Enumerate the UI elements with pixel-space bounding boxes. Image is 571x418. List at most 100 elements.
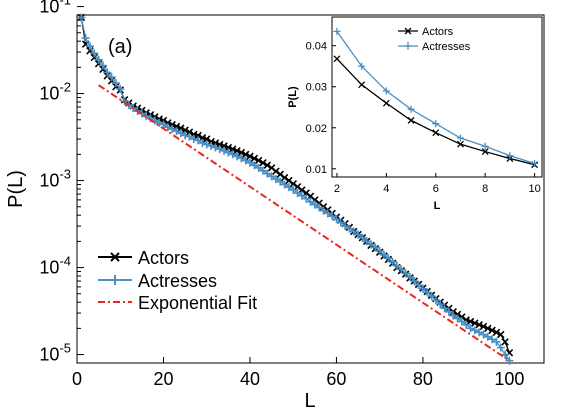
inset-series (333, 27, 539, 169)
series-actors-point (246, 152, 254, 161)
inset-series-actresses-point (358, 62, 366, 70)
series-actresses-point (483, 332, 492, 341)
inset-legend-actors-label: Actors (422, 26, 454, 38)
series-actresses-point (211, 143, 220, 152)
series-actresses-point (198, 139, 207, 148)
series-actresses-point (228, 150, 237, 159)
series-actresses-point (345, 224, 354, 233)
series-actresses-point (176, 129, 185, 138)
series-actresses-point (362, 237, 371, 246)
series-actresses-point (224, 148, 233, 157)
inset-x-tick-label: 4 (383, 183, 389, 195)
series-actresses-point (367, 240, 376, 249)
main-x-tick-label: 0 (72, 369, 82, 389)
legend-actors-label: Actors (138, 248, 189, 268)
series-actors-point (194, 131, 202, 140)
series-actresses-point (280, 180, 289, 189)
series-actresses-point (405, 272, 414, 281)
legend-actors-marker (110, 252, 120, 262)
series-actresses-point (341, 222, 350, 231)
inset-background (331, 17, 542, 178)
main-y-axis-title: P(L) (5, 170, 27, 208)
series-actresses-point (462, 320, 471, 329)
series-actresses-point (436, 300, 445, 309)
inset-series-actors-point (382, 99, 390, 107)
series-actresses-point (241, 156, 250, 165)
series-actresses-point (98, 61, 107, 70)
series-actors-point (228, 145, 237, 153)
series-actresses-point (444, 307, 453, 316)
series-actors-point (263, 161, 272, 170)
series-actors-point (233, 147, 241, 155)
series-actresses-point (293, 188, 302, 197)
series-actresses-point (319, 206, 328, 215)
inset-y-tick-label: 0.01 (306, 164, 327, 176)
series-actors-point (272, 167, 280, 176)
series-actresses-point (306, 197, 315, 206)
series-actresses-point (431, 296, 440, 305)
inset-series-actresses-point (407, 105, 415, 113)
series-actresses-point (172, 127, 181, 136)
main-x-axis-title: L (304, 390, 315, 412)
inset-series-actors-point (358, 81, 366, 89)
inset-series-actresses-point (333, 27, 341, 35)
series-actresses-point (215, 145, 224, 154)
series-actresses-point (237, 154, 246, 163)
series-actresses-point (479, 330, 488, 339)
series-actresses-point (250, 161, 259, 170)
inset-series-actresses-point (382, 87, 390, 95)
inset-x-tick-label: 6 (433, 183, 439, 195)
series-actors-point (496, 330, 505, 339)
series-actors-point (215, 140, 224, 149)
series-actresses-point (449, 311, 458, 320)
legend-actresses-label: Actresses (138, 271, 217, 291)
series-actors-point (475, 321, 483, 329)
main-y-tick-label: 10-4 (39, 254, 71, 278)
legend-actresses-marker (110, 275, 120, 285)
series-actors-point (181, 126, 189, 134)
series-actresses-point (492, 337, 501, 346)
main-legend: Actors Actresses Exponential Fit (98, 248, 257, 313)
series-actresses-point (258, 166, 267, 175)
inset-series-actors-point (432, 129, 440, 137)
series-actresses-point (263, 169, 272, 178)
inset-y-tick-label: 0.04 (306, 41, 327, 53)
inset-legend-actresses-marker (404, 42, 412, 50)
series-actresses-point (392, 261, 401, 270)
inset-chart: 2 4 6 8 10 0.01 0.02 0.03 0.04 L P(L) Actors Ac… (287, 16, 543, 212)
series-actresses-point (414, 281, 423, 290)
series-actors-point (241, 150, 250, 159)
series-actresses-point (85, 42, 94, 51)
series-actors-point (479, 322, 488, 331)
main-y-tick-label: 10-5 (39, 341, 71, 365)
series-actresses-point (453, 314, 462, 323)
series-actresses-point (418, 284, 427, 293)
series-actresses-point (384, 254, 393, 263)
main-x-tick-label: 20 (153, 369, 173, 389)
series-actresses-point (375, 247, 384, 256)
series-actresses-point (297, 191, 306, 200)
main-x-ticks: 0 20 40 60 80 100 (72, 357, 524, 389)
series-actresses-point (336, 218, 345, 227)
series-actors-point (488, 326, 496, 335)
series-actors-point (492, 328, 501, 337)
series-actresses-point (276, 177, 285, 186)
series-actors-point (202, 135, 211, 143)
inset-x-tick-label: 2 (334, 183, 340, 195)
series-actresses-point (488, 335, 497, 344)
main-x-tick-label: 100 (494, 369, 524, 389)
series-actresses-point (232, 152, 241, 161)
series-actresses-point (358, 233, 367, 242)
series-actresses-point (267, 172, 276, 181)
series-actors-point (237, 148, 246, 157)
series-actresses-point (423, 288, 432, 297)
series-actresses-point (354, 230, 363, 239)
series-actors-point (289, 179, 297, 188)
series-actresses-point (155, 118, 164, 127)
series-actors-point (285, 176, 293, 185)
inset-x-tick-label: 8 (482, 183, 488, 195)
inset-series-actresses-point (481, 142, 489, 150)
series-actresses-point (245, 158, 254, 167)
series-actresses-point (94, 55, 103, 64)
series-actors-point (484, 324, 492, 333)
